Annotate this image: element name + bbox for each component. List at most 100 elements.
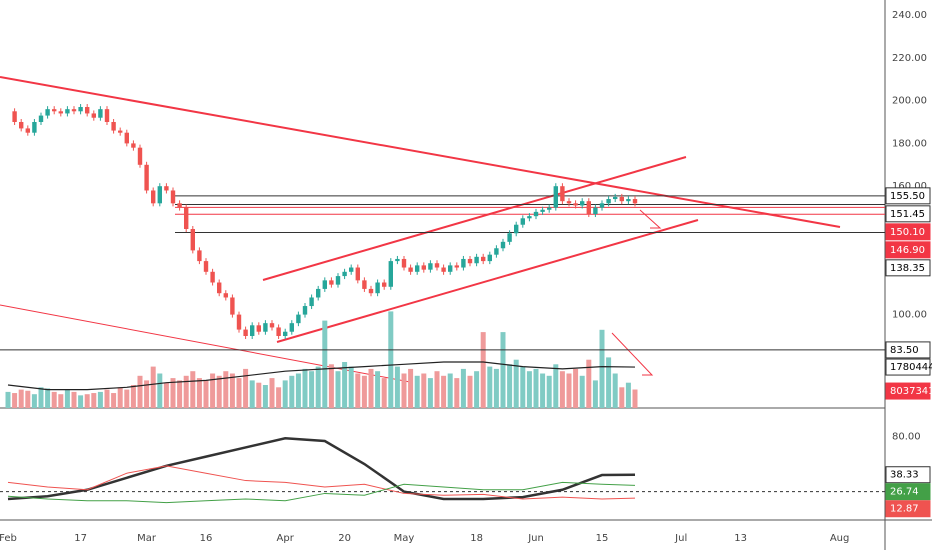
candle xyxy=(454,265,459,268)
price-badge-label: 38.33 xyxy=(890,470,919,481)
price-badge xyxy=(885,466,931,484)
candle xyxy=(276,327,281,336)
x-tick-label: Mar xyxy=(137,533,157,544)
price-badge xyxy=(885,358,931,376)
candle xyxy=(203,261,209,272)
candle xyxy=(12,111,17,122)
volume-bar xyxy=(348,366,354,408)
volume-bar xyxy=(223,371,229,408)
candle xyxy=(599,203,605,208)
candle xyxy=(263,323,268,332)
candle xyxy=(560,186,565,202)
volume-bar xyxy=(104,389,110,408)
volume-bar xyxy=(84,394,90,408)
volume-bar xyxy=(111,393,117,408)
trendline xyxy=(0,76,841,228)
x-tick-label: 13 xyxy=(734,533,747,544)
volume-bar xyxy=(394,366,400,408)
volume-bar xyxy=(434,371,440,408)
candle xyxy=(613,196,618,200)
volume-bar xyxy=(487,366,493,408)
volume-bar xyxy=(342,362,348,408)
candle xyxy=(118,130,123,133)
volume-bar xyxy=(632,389,638,408)
price-badge-label: 83.50 xyxy=(890,345,919,356)
volume-bar xyxy=(480,332,486,408)
volume-bar xyxy=(295,373,301,408)
volume-bar xyxy=(18,389,24,408)
volume-bar xyxy=(546,375,552,408)
price-badge xyxy=(885,205,931,223)
candle xyxy=(32,122,37,133)
volume-bar xyxy=(289,375,295,408)
candle xyxy=(269,323,275,328)
volume-bar xyxy=(375,371,381,408)
x-tick-label: Jun xyxy=(527,533,544,544)
volume-bar xyxy=(493,368,499,408)
volume-bar xyxy=(5,391,11,408)
candle xyxy=(19,122,24,129)
volume-bar xyxy=(421,373,427,408)
volume-bar xyxy=(196,378,202,408)
candle xyxy=(58,111,63,114)
candle xyxy=(309,297,314,307)
candle xyxy=(494,248,499,255)
candle xyxy=(461,258,466,268)
price-badge xyxy=(885,483,931,501)
price-badge-label: 150.10 xyxy=(890,227,925,238)
candle xyxy=(593,207,598,215)
candle xyxy=(474,256,479,264)
candle xyxy=(104,109,110,122)
candle xyxy=(448,265,453,272)
osc-tick-label: 80.00 xyxy=(892,431,921,442)
volume-bar xyxy=(91,393,97,408)
arrow xyxy=(639,209,662,229)
candle xyxy=(619,196,624,202)
candle xyxy=(124,132,129,144)
candle xyxy=(302,306,308,315)
candle xyxy=(441,267,446,272)
volume-bar xyxy=(381,378,387,408)
candle xyxy=(71,109,77,112)
candle xyxy=(626,199,631,202)
volume-bar xyxy=(579,375,585,408)
volume-bar xyxy=(533,368,539,408)
volume-bar xyxy=(566,373,572,408)
candle xyxy=(580,201,585,206)
price-badge xyxy=(885,223,931,241)
trendline xyxy=(262,156,687,281)
volume-bar xyxy=(454,378,460,408)
candle xyxy=(342,271,347,277)
volume-bar xyxy=(157,373,163,408)
volume-bar xyxy=(229,373,235,408)
candle xyxy=(527,216,532,219)
candle xyxy=(111,122,116,131)
volume-bar xyxy=(137,375,143,408)
candle xyxy=(131,143,136,148)
x-tick-label: May xyxy=(394,533,415,544)
candle xyxy=(355,267,360,281)
candle xyxy=(52,109,57,112)
osc-line xyxy=(7,465,636,500)
candle xyxy=(566,201,572,204)
volume-bar xyxy=(513,359,519,408)
candle xyxy=(362,280,367,289)
volume-bar xyxy=(500,332,506,408)
x-tick-label: Jul xyxy=(674,533,687,544)
volume-bar xyxy=(177,380,183,408)
volume-bar xyxy=(408,368,414,408)
volume-bar xyxy=(553,364,559,408)
candle xyxy=(487,254,492,262)
volume-bar xyxy=(203,380,209,408)
price-badge-label: 26.74 xyxy=(890,487,919,498)
y-tick-label: 180.00 xyxy=(892,138,927,149)
price-badge xyxy=(885,259,931,277)
volume-bar xyxy=(474,371,480,408)
volume-bar xyxy=(447,373,453,408)
candle xyxy=(388,261,393,287)
volume-bar xyxy=(335,371,341,408)
candle xyxy=(586,201,591,215)
candle xyxy=(190,229,195,251)
candle xyxy=(217,282,222,294)
